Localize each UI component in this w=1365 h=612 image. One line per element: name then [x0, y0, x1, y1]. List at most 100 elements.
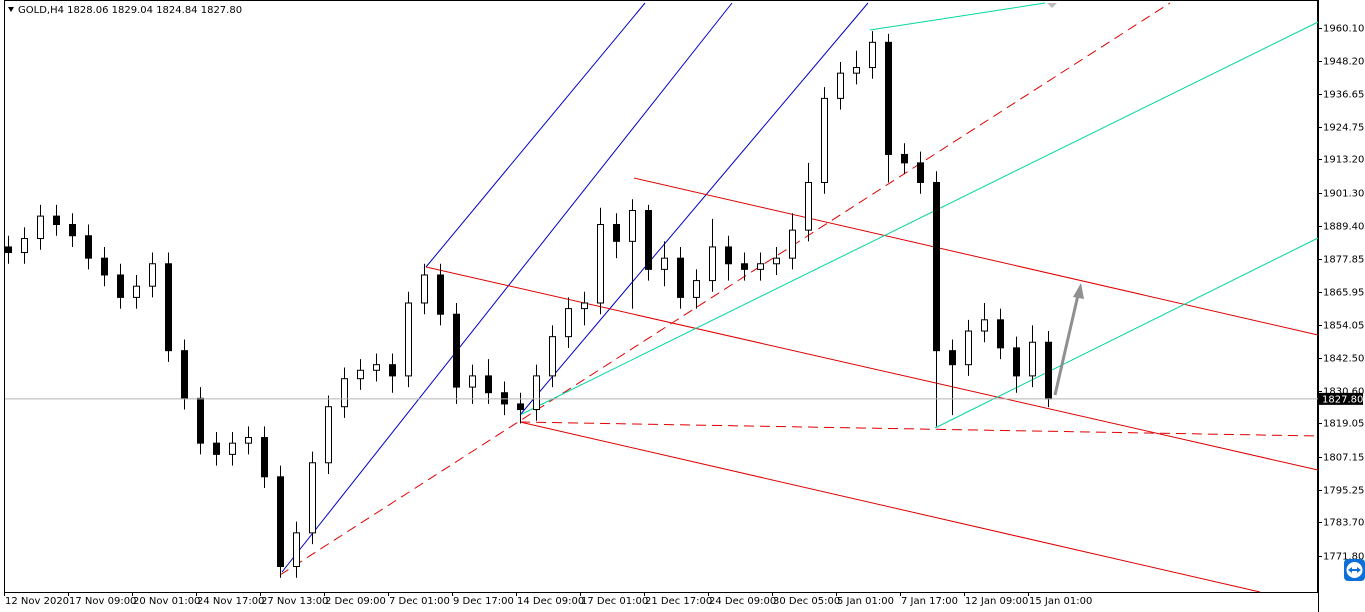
- fan-line: [425, 2, 646, 268]
- candle-body: [373, 364, 380, 371]
- candle-body: [837, 72, 844, 99]
- x-tick-label: 7 Jan 17:00: [901, 596, 958, 607]
- x-tick-label: 2 Dec 09:00: [325, 596, 386, 607]
- arrow-head: [1073, 283, 1084, 299]
- candle-body: [613, 224, 620, 242]
- pitchfork-line: [633, 177, 1319, 336]
- x-tick-label: 15 Jan 01:00: [1029, 596, 1092, 607]
- candle-body: [725, 246, 732, 265]
- candle-body: [485, 375, 492, 394]
- candles: [5, 31, 1052, 578]
- symbol-info: GOLD,H4 1828.06 1829.04 1824.84 1827.80: [18, 5, 242, 16]
- y-tick-label: 1771.80: [1323, 552, 1364, 563]
- candle-body: [997, 319, 1004, 349]
- candle-body: [21, 238, 28, 254]
- x-tick-label: 12 Nov 2020: [5, 596, 69, 607]
- candle-body: [165, 263, 172, 352]
- x-tick-label: 14 Dec 09:00: [517, 596, 584, 607]
- candle-body: [901, 153, 908, 164]
- teamviewer-icon[interactable]: [1344, 559, 1365, 581]
- candle-body: [437, 274, 444, 315]
- candle-body: [549, 336, 556, 377]
- candle-body: [981, 319, 988, 332]
- x-tick-label: 17 Nov 09:00: [69, 596, 136, 607]
- candle-body: [277, 476, 284, 567]
- candle-body: [645, 210, 652, 270]
- candle-body: [197, 397, 204, 444]
- candle-body: [501, 392, 508, 405]
- candle-body: [325, 406, 332, 464]
- candle-body: [693, 280, 700, 298]
- candle-body: [245, 437, 252, 444]
- y-tick-label: 1783.70: [1323, 518, 1364, 529]
- y-tick-label: 1842.50: [1323, 354, 1364, 365]
- candle-body: [469, 375, 476, 388]
- pitchfork-median: [279, 2, 1171, 576]
- candle-body: [133, 285, 140, 298]
- x-tick-label: 17 Dec 01:00: [581, 596, 648, 607]
- candle-body: [117, 274, 124, 298]
- candle-body: [37, 215, 44, 240]
- y-tick-label: 1960.10: [1323, 24, 1364, 35]
- candle-body: [69, 224, 76, 237]
- x-tick-label: 5 Jan 01:00: [837, 596, 894, 607]
- x-tick-label: 27 Nov 13:00: [261, 596, 328, 607]
- y-tick-label: 1819.05: [1323, 419, 1364, 430]
- last-price-box: [1319, 392, 1363, 405]
- y-tick-label: 1901.30: [1323, 189, 1364, 200]
- candle-body: [229, 442, 236, 455]
- candle-body: [149, 263, 156, 287]
- x-tick-label: 7 Dec 01:00: [389, 596, 450, 607]
- candle-body: [677, 257, 684, 298]
- y-tick-label: 1877.85: [1323, 255, 1364, 266]
- candle-body: [805, 181, 812, 231]
- y-tick-label: 1830.60: [1323, 387, 1364, 398]
- candle-body: [357, 369, 364, 380]
- channel-line: [934, 237, 1319, 429]
- y-tick-label: 1807.15: [1323, 453, 1364, 464]
- candle-body: [869, 41, 876, 69]
- candle-body: [741, 263, 748, 270]
- candle-body: [1029, 341, 1036, 377]
- candle-body: [757, 263, 764, 270]
- candle-body: [853, 67, 860, 74]
- candle-body: [517, 403, 524, 411]
- x-tick-label: 20 Nov 01:00: [133, 596, 200, 607]
- x-tick-label: 12 Jan 09:00: [965, 596, 1028, 607]
- y-tick-label: 1865.95: [1323, 288, 1364, 299]
- candle-body: [309, 462, 316, 534]
- candle-body: [53, 215, 60, 226]
- candle-body: [213, 442, 220, 455]
- last-price-label: 1827.80: [1322, 394, 1363, 405]
- arrow: [1053, 294, 1080, 396]
- y-tick-label: 1913.20: [1323, 155, 1364, 166]
- pitchfork-median: [519, 421, 1319, 437]
- candle-body: [709, 246, 716, 282]
- candle-body: [965, 330, 972, 366]
- y-tick-label: 1936.65: [1323, 90, 1364, 101]
- marker: [1047, 3, 1057, 8]
- y-tick-label: 1854.05: [1323, 321, 1364, 332]
- teamviewer-icon-arrows[interactable]: [1348, 567, 1361, 573]
- candle-body: [405, 302, 412, 377]
- dropdown-icon: [8, 7, 14, 12]
- candle-body: [5, 246, 12, 254]
- candle-body: [341, 378, 348, 408]
- y-tick-label: 1924.75: [1323, 123, 1364, 134]
- pitchfork-line: [519, 421, 1261, 593]
- x-tick-label: 24 Nov 17:00: [197, 596, 264, 607]
- candle-body: [1045, 341, 1052, 400]
- candle-body: [885, 41, 892, 155]
- fan-line: [519, 2, 869, 416]
- candle-body: [261, 437, 268, 478]
- candle-body: [565, 308, 572, 338]
- fan-line: [281, 2, 733, 573]
- candle-body: [389, 364, 396, 377]
- channel-line: [519, 21, 1319, 416]
- y-tick-label: 1795.25: [1323, 486, 1364, 497]
- candle-body: [533, 375, 540, 411]
- candle-body: [581, 302, 588, 310]
